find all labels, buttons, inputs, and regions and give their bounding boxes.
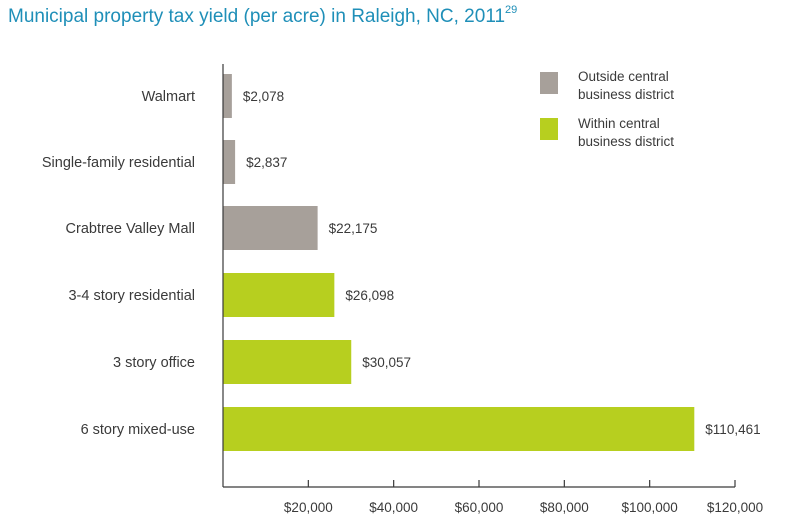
category-label: 3 story office [113, 355, 195, 371]
bars-group: Walmart $2,078 Single-family residential $2… [42, 74, 761, 451]
legend-label: business district [578, 134, 674, 149]
bar-2 [223, 206, 318, 250]
x-tick-label: $60,000 [455, 500, 504, 515]
category-label: Single-family residential [42, 155, 195, 171]
legend-label: Outside central [578, 69, 669, 84]
value-label: $2,078 [243, 89, 284, 104]
legend-swatch [540, 72, 558, 94]
bar-5 [223, 407, 695, 451]
legend-label: business district [578, 87, 674, 102]
x-tick-label: $20,000 [284, 500, 333, 515]
category-label: 3-4 story residential [68, 288, 195, 304]
category-label: 6 story mixed-use [81, 422, 195, 438]
legend-swatch [540, 118, 558, 140]
chart-title: Municipal property tax yield (per acre) … [8, 4, 517, 28]
value-label: $2,837 [246, 155, 287, 170]
value-label: $26,098 [345, 288, 394, 303]
legend: Outside central business district Within c… [540, 69, 674, 149]
value-label: $22,175 [329, 221, 378, 236]
bar-0 [223, 74, 232, 118]
x-tick-label: $120,000 [707, 500, 763, 515]
x-tick-label: $100,000 [622, 500, 678, 515]
category-label: Walmart [142, 89, 195, 105]
x-tick-label: $80,000 [540, 500, 589, 515]
bar-1 [223, 140, 236, 184]
bar-3 [223, 273, 335, 317]
title-footnote: 29 [505, 4, 518, 16]
axes-group: $20,000 $40,000 $60,000 $80,000 $100,000 $120… [222, 64, 763, 515]
legend-label: Within central [578, 116, 660, 131]
bar-4 [223, 340, 352, 384]
value-label: $30,057 [362, 355, 411, 370]
x-tick-label: $40,000 [369, 500, 418, 515]
value-label: $110,461 [705, 422, 760, 437]
category-label: Crabtree Valley Mall [66, 221, 195, 237]
chart-title-text: Municipal property tax yield (per acre) … [8, 6, 506, 27]
